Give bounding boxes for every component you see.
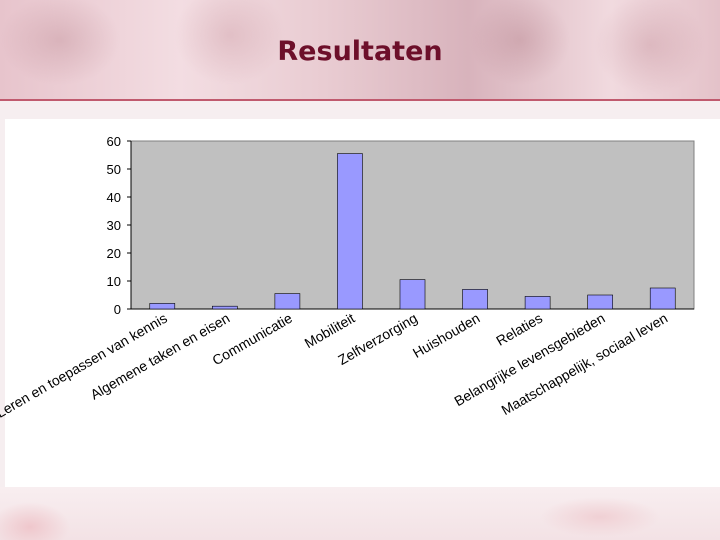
- y-tick-label: 60: [107, 134, 121, 149]
- x-category-label: Huishouden: [410, 310, 483, 361]
- header-divider: [0, 99, 720, 101]
- bar: [587, 294, 613, 310]
- footer-decoration: [0, 487, 720, 540]
- x-category-label: Relaties: [493, 310, 545, 349]
- y-tick-label: 0: [114, 302, 121, 317]
- banner-photo-collage: [0, 0, 720, 100]
- bar: [524, 296, 551, 310]
- y-tick-label: 10: [107, 274, 121, 289]
- bar: [149, 303, 176, 310]
- bar: [337, 153, 363, 310]
- y-tick-label: 30: [107, 218, 121, 233]
- bar: [212, 305, 238, 310]
- bar: [274, 293, 301, 310]
- y-tick-label: 50: [107, 162, 121, 177]
- bar: [399, 279, 426, 310]
- page-title: Resultaten: [277, 36, 443, 67]
- y-tick-label: 40: [107, 190, 121, 205]
- header-banner: [0, 0, 720, 100]
- bar: [462, 289, 488, 310]
- bar: [649, 287, 676, 310]
- y-tick-label: 20: [107, 246, 121, 261]
